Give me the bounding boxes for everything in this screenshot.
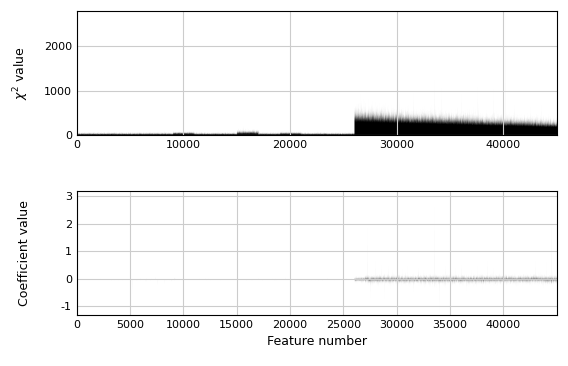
Y-axis label: Coefficient value: Coefficient value [18,200,31,306]
Y-axis label: $\chi^2$ value: $\chi^2$ value [11,46,31,100]
X-axis label: Feature number: Feature number [266,335,367,348]
